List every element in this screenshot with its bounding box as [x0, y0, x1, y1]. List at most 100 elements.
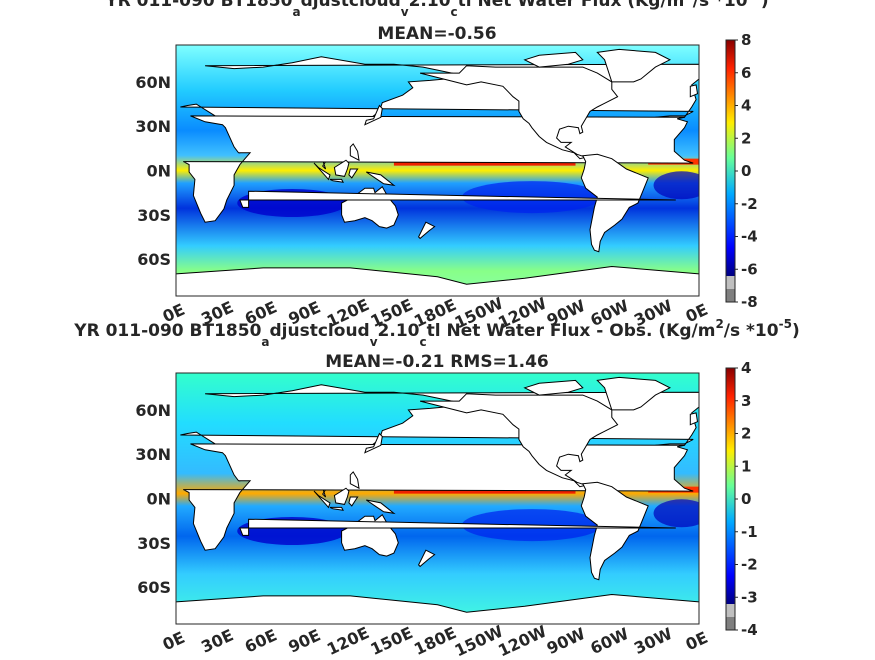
land-mass	[419, 393, 619, 488]
land-mass	[366, 499, 396, 515]
panel-subtitle: MEAN=-0.56	[377, 24, 496, 44]
colorbar-gradient	[726, 40, 735, 276]
lon-tick-label: 90W	[544, 624, 589, 656]
colorbar-under-step	[726, 604, 735, 617]
panel-title: YR 011-090 BT1850adjustcloudv2.10ctl Net…	[104, 0, 768, 19]
land-mass	[523, 51, 584, 68]
plot-frame	[175, 372, 700, 625]
colorbar-under-color	[726, 617, 735, 630]
title-part: v	[370, 335, 378, 349]
dry-zone	[653, 499, 699, 528]
land-mass	[329, 506, 344, 511]
land-mass	[239, 190, 676, 208]
land-mass	[313, 490, 331, 509]
lat-tick-label: 60N	[135, 73, 171, 92]
colorbar-tick-label: 6	[741, 64, 751, 82]
land-mass	[596, 376, 672, 411]
colorbar-tick-label: 4	[741, 97, 751, 115]
land-mass	[580, 481, 649, 581]
colorbar-tick-label: -2	[741, 195, 758, 213]
colorbar-tick-label: -8	[741, 293, 758, 311]
title-part: -5	[779, 317, 792, 331]
lat-tick-label: 30N	[135, 117, 171, 136]
colorbar-tick-label: 1	[741, 457, 751, 475]
lon-tick-label: 120W	[495, 621, 550, 656]
land-mass	[364, 104, 383, 126]
title-part: a	[292, 5, 300, 19]
colorbar-tick-label: -3	[741, 588, 758, 606]
lat-tick-label: 60N	[135, 401, 171, 420]
lon-tick-label: 0E	[160, 628, 188, 655]
land-mass	[349, 143, 360, 162]
colorbar-tick-label: -6	[741, 260, 758, 278]
title-part: v	[401, 5, 409, 19]
lat-tick-label: 60S	[137, 250, 171, 269]
land-mass	[417, 221, 436, 240]
colorbar: 8 6 4 2 0 -2 -4 -6 -8	[725, 31, 758, 311]
panel-subtitle: MEAN=-0.21 RMS=1.46	[325, 352, 549, 372]
title-part: c	[420, 335, 427, 349]
colorbar-tick-label: 3	[741, 392, 751, 410]
title-part: /s *10	[724, 321, 779, 341]
lat-tick-label: 0N	[146, 162, 171, 181]
title-part: c	[451, 5, 458, 19]
colorbar-tick-label: -4	[741, 228, 758, 246]
land-mass	[523, 379, 584, 396]
land-mass	[596, 48, 672, 83]
lat-tick-label: 30N	[135, 445, 171, 464]
lat-tick-label: 60S	[137, 578, 171, 597]
lat-tick-label: 0N	[146, 490, 171, 509]
title-part: djustcloud	[270, 321, 370, 341]
ocean-field	[176, 373, 699, 624]
title-part: /s *10	[693, 0, 748, 11]
land-mass	[689, 412, 699, 426]
lon-tick-label: 30W	[631, 624, 676, 656]
title-part: 2	[715, 317, 723, 331]
land-mass	[333, 487, 350, 505]
land-mass	[364, 432, 383, 454]
land-mass	[689, 84, 699, 98]
land-mass	[366, 171, 396, 187]
title-part: -5	[748, 0, 761, 1]
land-mass	[239, 518, 676, 536]
lon-tick-label: 120E	[324, 623, 372, 656]
colorbar-under-step	[726, 276, 735, 289]
land-mass	[417, 549, 436, 568]
title-part: a	[261, 335, 269, 349]
title-part: djustcloud	[301, 0, 401, 11]
plot-frame	[175, 44, 700, 297]
title-part: tl Net Water Flux - Obs. (Kg/m	[427, 321, 716, 341]
title-part: )	[792, 321, 800, 341]
lat-tick-label: 30S	[137, 534, 171, 553]
colorbar-tick-label: 4	[741, 359, 751, 377]
colorbar-tick-label: 8	[741, 31, 751, 49]
land-mass	[349, 471, 360, 490]
lon-tick-label: 60W	[587, 624, 632, 656]
colorbar-tick-label: 2	[741, 425, 751, 443]
colorbar-tick-label: -4	[741, 621, 758, 639]
title-part: YR 011-090 BT1850	[73, 321, 261, 341]
dry-zone	[653, 171, 699, 200]
colorbar-tick-label: -1	[741, 523, 758, 541]
lon-tick-label: 30E	[198, 625, 236, 656]
colorbar: 4 3 2 1 0 -1 -2 -3 -4	[725, 359, 758, 639]
lon-tick-label: 0E	[683, 628, 711, 655]
panel-title: YR 011-090 BT1850adjustcloudv2.10ctl Net…	[73, 317, 799, 349]
title-part: 2	[684, 0, 692, 1]
lon-tick-label: 60E	[242, 625, 280, 656]
colorbar-under-color	[726, 289, 735, 302]
title-part: tl Net Water Flux (Kg/m	[458, 0, 685, 11]
land-mass	[333, 159, 350, 177]
colorbar-tick-label: 0	[741, 162, 751, 180]
land-mass	[348, 168, 359, 179]
lon-tick-label: 180E	[411, 623, 459, 656]
land-mass	[313, 162, 331, 181]
colorbar-tick-label: -2	[741, 556, 758, 574]
map-panel-1: YR 011-090 BT1850adjustcloudv2.10ctl Net…	[104, 0, 768, 332]
lon-tick-label: 90E	[285, 625, 323, 656]
ocean-field	[176, 45, 699, 296]
lon-tick-label: 150E	[367, 623, 415, 656]
land-mass	[580, 153, 649, 253]
